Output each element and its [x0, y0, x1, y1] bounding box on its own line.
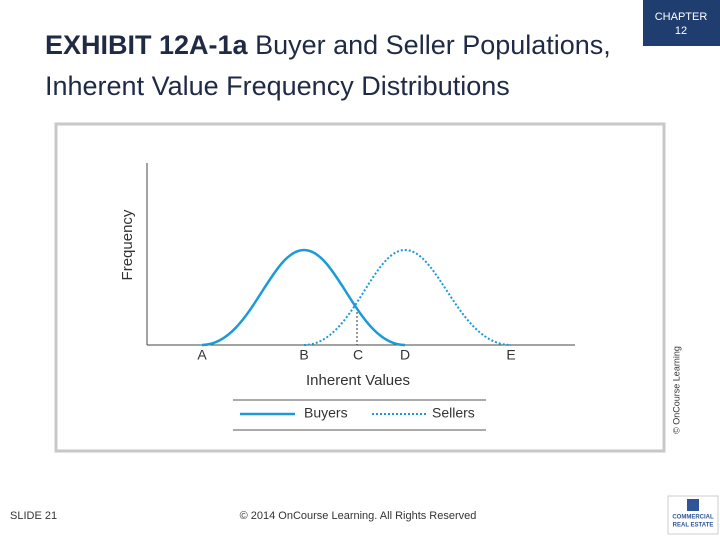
sellers-curve: [303, 248, 512, 346]
logo-icon: [687, 499, 699, 511]
x-point-label: B: [299, 347, 308, 363]
exhibit-label: EXHIBIT 12A-1a: [45, 30, 249, 60]
title-line: EXHIBIT 12A-1a Buyer and Seller Populati…: [45, 30, 611, 60]
buyers-curve: [201, 248, 406, 347]
x-point-label: E: [506, 347, 515, 363]
badge-text: 12: [675, 25, 687, 37]
figure-frame: [54, 122, 666, 453]
chapter-badge: [643, 0, 720, 46]
legend-label: Buyers: [304, 405, 348, 421]
legend-label: Sellers: [432, 405, 475, 421]
title-line: Inherent Value Frequency Distributions: [45, 71, 510, 101]
y-axis-label: Frequency: [119, 209, 136, 280]
x-point-label: A: [197, 347, 207, 363]
x-axis-label: Inherent Values: [306, 372, 410, 389]
slide-number: SLIDE 21: [10, 510, 57, 522]
title-text: Buyer and Seller Populations,: [255, 30, 611, 60]
x-point-label: C: [353, 347, 363, 363]
copyright: © 2014 OnCourse Learning. All Rights Res…: [240, 510, 477, 522]
badge-text: CHAPTER: [655, 11, 708, 23]
x-point-label: D: [400, 347, 410, 363]
logo-text: COMMERCIAL: [672, 515, 714, 521]
logo-text: REAL ESTATE: [673, 523, 714, 529]
credit: © OnCourse Learning: [671, 346, 681, 434]
